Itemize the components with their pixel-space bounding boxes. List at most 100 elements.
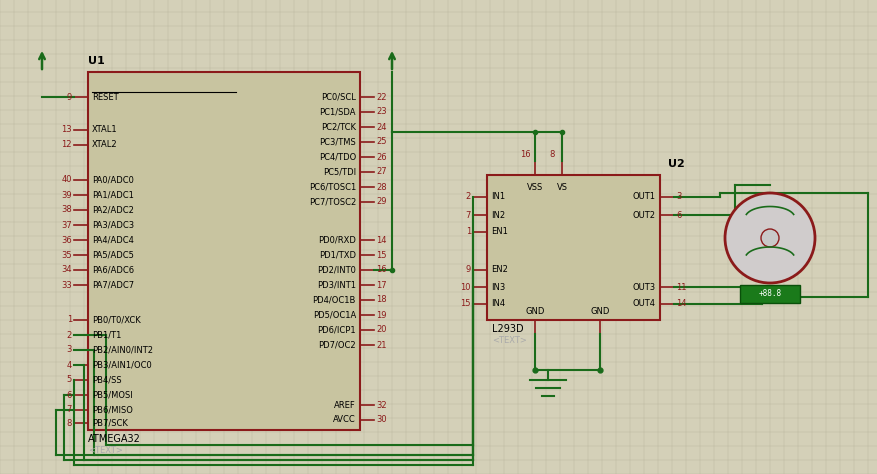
Text: PA2/ADC2: PA2/ADC2 bbox=[92, 206, 133, 215]
Text: AREF: AREF bbox=[334, 401, 355, 410]
Text: PC0/SCL: PC0/SCL bbox=[321, 92, 355, 101]
Text: PB2/AIN0/INT2: PB2/AIN0/INT2 bbox=[92, 346, 153, 355]
Text: 24: 24 bbox=[375, 122, 386, 131]
Text: PA0/ADC0: PA0/ADC0 bbox=[92, 175, 133, 184]
Text: 18: 18 bbox=[375, 295, 386, 304]
Text: IN2: IN2 bbox=[490, 210, 504, 219]
Text: PD4/OC1B: PD4/OC1B bbox=[312, 295, 355, 304]
Text: 10: 10 bbox=[460, 283, 470, 292]
Text: 32: 32 bbox=[375, 401, 386, 410]
Text: PC4/TDO: PC4/TDO bbox=[318, 153, 355, 162]
Text: 9: 9 bbox=[67, 92, 72, 101]
Text: 14: 14 bbox=[675, 300, 686, 309]
Text: 23: 23 bbox=[375, 108, 386, 117]
Text: PC5/TDI: PC5/TDI bbox=[323, 167, 355, 176]
Text: PC3/TMS: PC3/TMS bbox=[319, 137, 355, 146]
Text: PC1/SDA: PC1/SDA bbox=[319, 108, 355, 117]
Text: PA5/ADC5: PA5/ADC5 bbox=[92, 250, 133, 259]
Text: PD0/RXD: PD0/RXD bbox=[317, 236, 355, 245]
Text: 5: 5 bbox=[67, 375, 72, 384]
Text: 20: 20 bbox=[375, 326, 386, 335]
Text: <TEXT>: <TEXT> bbox=[491, 336, 526, 345]
Text: 8: 8 bbox=[549, 150, 554, 159]
Bar bbox=[88, 72, 360, 430]
Text: 25: 25 bbox=[375, 137, 386, 146]
Text: PC2/TCK: PC2/TCK bbox=[321, 122, 355, 131]
Text: 21: 21 bbox=[375, 340, 386, 349]
Text: PD5/OC1A: PD5/OC1A bbox=[312, 310, 355, 319]
Text: 19: 19 bbox=[375, 310, 386, 319]
Text: 17: 17 bbox=[375, 281, 386, 290]
Text: 2: 2 bbox=[465, 192, 470, 201]
Text: VS: VS bbox=[556, 182, 567, 191]
Ellipse shape bbox=[760, 229, 778, 247]
Text: 3: 3 bbox=[67, 346, 72, 355]
Text: 29: 29 bbox=[375, 198, 386, 207]
Text: ATMEGA32: ATMEGA32 bbox=[88, 434, 140, 444]
Text: PD1/TXD: PD1/TXD bbox=[318, 250, 355, 259]
Text: PB6/MISO: PB6/MISO bbox=[92, 405, 132, 414]
Text: PD6/ICP1: PD6/ICP1 bbox=[317, 326, 355, 335]
Text: 22: 22 bbox=[375, 92, 386, 101]
Text: 35: 35 bbox=[61, 250, 72, 259]
Text: 11: 11 bbox=[675, 283, 686, 292]
Text: 15: 15 bbox=[375, 250, 386, 259]
Text: PC6/TOSC1: PC6/TOSC1 bbox=[309, 182, 355, 191]
Text: 1: 1 bbox=[67, 316, 72, 325]
Text: XTAL2: XTAL2 bbox=[92, 140, 118, 149]
Text: 34: 34 bbox=[61, 265, 72, 274]
Text: 39: 39 bbox=[61, 191, 72, 200]
Text: 7: 7 bbox=[67, 405, 72, 414]
Text: +88.8: +88.8 bbox=[758, 290, 781, 299]
Ellipse shape bbox=[724, 193, 814, 283]
Text: RESET: RESET bbox=[92, 92, 118, 101]
Text: 8: 8 bbox=[67, 419, 72, 428]
Text: GND: GND bbox=[589, 308, 609, 317]
Text: 15: 15 bbox=[460, 300, 470, 309]
Text: 1: 1 bbox=[465, 228, 470, 237]
Text: EN1: EN1 bbox=[490, 228, 507, 237]
Text: 6: 6 bbox=[675, 210, 681, 219]
Text: IN3: IN3 bbox=[490, 283, 504, 292]
Text: PA3/ADC3: PA3/ADC3 bbox=[92, 220, 134, 229]
Text: 37: 37 bbox=[61, 220, 72, 229]
Text: PC7/TOSC2: PC7/TOSC2 bbox=[309, 198, 355, 207]
Text: PB1/T1: PB1/T1 bbox=[92, 330, 121, 339]
Text: 16: 16 bbox=[519, 150, 530, 159]
Text: VSS: VSS bbox=[526, 182, 543, 191]
Text: OUT2: OUT2 bbox=[632, 210, 655, 219]
Text: IN4: IN4 bbox=[490, 300, 504, 309]
Text: 38: 38 bbox=[61, 206, 72, 215]
Text: 12: 12 bbox=[61, 140, 72, 149]
Text: PA4/ADC4: PA4/ADC4 bbox=[92, 236, 133, 245]
Text: U2: U2 bbox=[667, 159, 684, 169]
Text: 13: 13 bbox=[61, 126, 72, 135]
Text: 27: 27 bbox=[375, 167, 386, 176]
Text: 14: 14 bbox=[375, 236, 386, 245]
Text: PB0/T0/XCK: PB0/T0/XCK bbox=[92, 316, 140, 325]
Text: AVCC: AVCC bbox=[333, 416, 355, 425]
Text: PB5/MOSI: PB5/MOSI bbox=[92, 391, 132, 400]
Text: OUT3: OUT3 bbox=[632, 283, 655, 292]
Text: PD3/INT1: PD3/INT1 bbox=[317, 281, 355, 290]
Text: 30: 30 bbox=[375, 416, 386, 425]
Text: 3: 3 bbox=[675, 192, 681, 201]
Bar bbox=[487, 175, 660, 320]
Text: PA7/ADC7: PA7/ADC7 bbox=[92, 281, 134, 290]
Text: EN2: EN2 bbox=[490, 265, 507, 274]
Text: 2: 2 bbox=[67, 330, 72, 339]
Text: XTAL1: XTAL1 bbox=[92, 126, 118, 135]
Text: PD2/INT0: PD2/INT0 bbox=[317, 265, 355, 274]
Text: 33: 33 bbox=[61, 281, 72, 290]
Text: 26: 26 bbox=[375, 153, 386, 162]
Text: L293D: L293D bbox=[491, 324, 523, 334]
Text: 7: 7 bbox=[465, 210, 470, 219]
Text: PA1/ADC1: PA1/ADC1 bbox=[92, 191, 133, 200]
Text: PB7/SCK: PB7/SCK bbox=[92, 419, 128, 428]
Text: PA6/ADC6: PA6/ADC6 bbox=[92, 265, 134, 274]
Text: 4: 4 bbox=[67, 361, 72, 370]
Text: 9: 9 bbox=[465, 265, 470, 274]
Text: IN1: IN1 bbox=[490, 192, 504, 201]
Text: PB3/AIN1/OC0: PB3/AIN1/OC0 bbox=[92, 361, 152, 370]
Text: OUT1: OUT1 bbox=[632, 192, 655, 201]
